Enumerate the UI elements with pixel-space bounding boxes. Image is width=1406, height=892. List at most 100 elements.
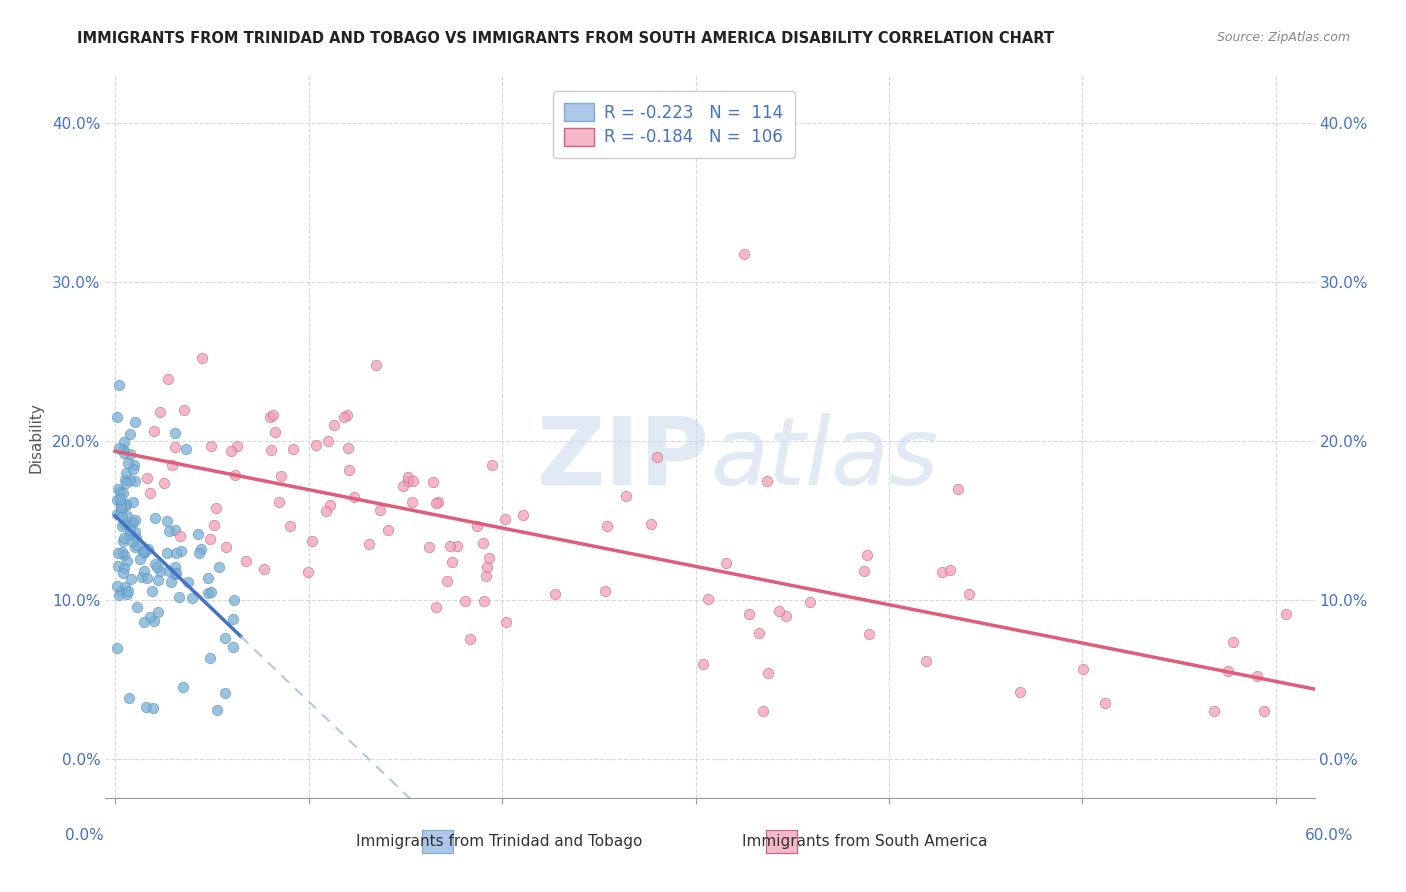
Point — [143, 614, 166, 628]
Point — [200, 439, 222, 453]
Point — [914, 654, 936, 668]
Point — [1216, 665, 1239, 679]
Point — [755, 474, 778, 488]
Point — [115, 497, 138, 511]
Point — [156, 514, 179, 528]
Point — [336, 409, 359, 423]
Point — [262, 408, 284, 422]
Point — [441, 555, 464, 569]
Point — [197, 571, 219, 585]
Point — [224, 467, 246, 482]
Point — [138, 541, 160, 556]
Point — [269, 495, 291, 509]
Point — [775, 608, 797, 623]
Point — [593, 583, 616, 598]
Point — [222, 612, 245, 626]
Point — [222, 593, 245, 607]
Point — [465, 519, 488, 533]
Text: IMMIGRANTS FROM TRINIDAD AND TOBAGO VS IMMIGRANTS FROM SOUTH AMERICA DISABILITY : IMMIGRANTS FROM TRINIDAD AND TOBAGO VS I… — [77, 31, 1054, 46]
Point — [226, 439, 249, 453]
Point — [475, 560, 498, 574]
Point — [190, 542, 212, 557]
Point — [333, 409, 356, 424]
Point — [136, 471, 159, 485]
Point — [111, 545, 134, 559]
Point — [471, 536, 494, 550]
Point — [107, 482, 129, 496]
Point — [117, 583, 139, 598]
Point — [111, 519, 134, 533]
Point — [108, 442, 131, 456]
Point — [124, 540, 146, 554]
Point — [108, 378, 131, 392]
Point — [112, 548, 135, 562]
Text: Immigrants from South America: Immigrants from South America — [742, 834, 987, 848]
Point — [115, 509, 138, 524]
Point — [163, 560, 186, 574]
Point — [1071, 662, 1094, 676]
Point — [714, 556, 737, 570]
Point — [110, 500, 132, 514]
Point — [115, 476, 138, 491]
Point — [768, 604, 790, 618]
Point — [120, 572, 142, 586]
Point — [396, 474, 419, 488]
Point — [337, 463, 360, 477]
Point — [114, 466, 136, 480]
Point — [149, 564, 172, 578]
Point — [737, 607, 759, 621]
Point — [191, 351, 214, 366]
Point — [146, 560, 169, 574]
Point — [169, 529, 191, 543]
Point — [165, 440, 187, 454]
Point — [1008, 685, 1031, 699]
Point — [143, 424, 166, 438]
Point — [105, 492, 128, 507]
Point — [156, 546, 179, 560]
Point — [143, 557, 166, 571]
Point — [146, 573, 169, 587]
Point — [756, 666, 779, 681]
Point — [858, 627, 880, 641]
Point — [301, 534, 323, 549]
Point — [856, 548, 879, 562]
Point — [125, 599, 148, 614]
Point — [110, 584, 132, 599]
Point — [156, 372, 179, 386]
Point — [596, 519, 619, 533]
Point — [105, 410, 128, 425]
Point — [1222, 635, 1244, 649]
Point — [124, 474, 146, 488]
Point — [426, 495, 449, 509]
Point — [110, 496, 132, 510]
Point — [120, 516, 142, 530]
Point — [112, 435, 135, 450]
Point — [748, 625, 770, 640]
Point — [125, 531, 148, 545]
Point — [197, 586, 219, 600]
Point — [165, 546, 187, 560]
Point — [127, 538, 149, 552]
Point — [281, 442, 304, 456]
Point — [425, 599, 447, 614]
Point — [359, 537, 381, 551]
Point — [117, 456, 139, 470]
Point — [118, 473, 141, 487]
Point — [166, 566, 188, 581]
Point — [221, 640, 243, 655]
Point — [141, 584, 163, 599]
Point — [111, 534, 134, 549]
Point — [377, 523, 399, 537]
Point — [132, 544, 155, 558]
Point — [495, 615, 517, 630]
Point — [494, 511, 516, 525]
Point — [198, 651, 221, 665]
Point — [122, 458, 145, 472]
Point — [110, 504, 132, 518]
Legend: R = -0.223   N =  114, R = -0.184   N =  106: R = -0.223 N = 114, R = -0.184 N = 106 — [553, 91, 794, 158]
Point — [173, 403, 195, 417]
Text: ZIP: ZIP — [537, 413, 710, 505]
Point — [253, 562, 276, 576]
Point — [475, 569, 498, 583]
Point — [1253, 704, 1275, 718]
